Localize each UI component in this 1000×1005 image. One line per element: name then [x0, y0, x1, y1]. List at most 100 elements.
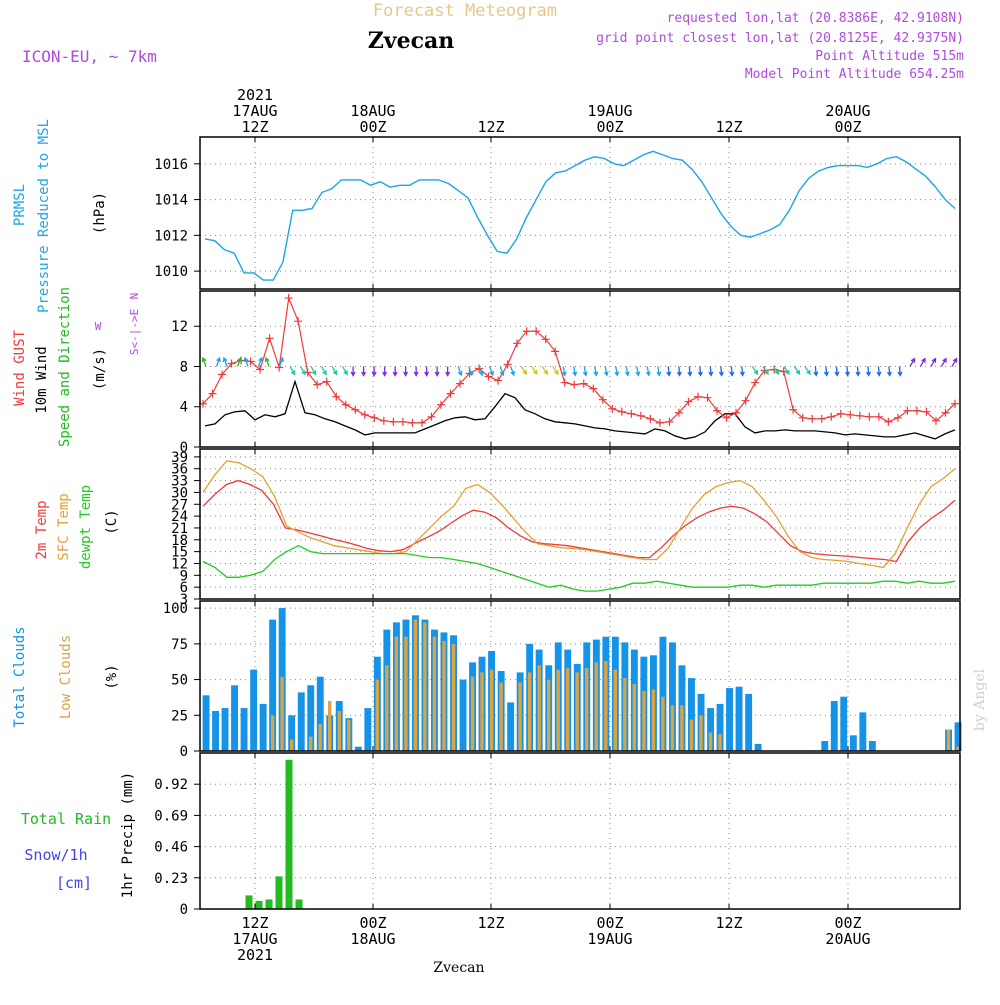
wind-direction-arrow [708, 366, 714, 377]
gust-marker [846, 410, 855, 419]
wind-direction-arrow [403, 366, 409, 377]
gust-marker [446, 389, 455, 398]
ytick-label: 100 [163, 601, 188, 617]
low-cloud-bar [375, 679, 379, 751]
total-cloud-bar [716, 703, 724, 751]
wind-direction-arrow [844, 366, 850, 377]
low-cloud-bar [413, 619, 418, 751]
low-cloud-bar [347, 719, 351, 751]
rain-bar [255, 900, 263, 909]
wind-direction-arrow [823, 366, 829, 377]
gust-marker [646, 414, 655, 423]
gust-marker [608, 404, 617, 413]
gust-marker [751, 378, 760, 387]
gust-line [202, 295, 956, 424]
ytick-label: 21 [171, 521, 188, 537]
ytick-label: 18 [171, 533, 188, 549]
total-cloud-bar [221, 708, 229, 751]
gust-marker [589, 384, 598, 393]
ytick-label: 0.69 [154, 808, 188, 824]
wind-direction-arrow [897, 366, 903, 377]
wind-direction-arrow [382, 366, 388, 377]
gust-marker [332, 392, 341, 401]
ytick-label: 15 [171, 545, 188, 561]
pressure-ylabels: PRMSL Pressure Reduced to MSL (hPa) [12, 119, 108, 313]
wind-direction-arrow [201, 356, 207, 367]
wind-direction-arrow [236, 356, 242, 367]
wind-direction-arrow [614, 366, 620, 377]
rain-bar [285, 759, 293, 909]
ytick-label: 33 [171, 474, 188, 490]
ytick-label: 0 [180, 744, 188, 760]
low-cloud-bar [337, 711, 341, 751]
total-cloud-bar [735, 686, 743, 751]
bottom-time-label: 18AUG [350, 930, 395, 948]
gust-marker [484, 372, 493, 381]
low-cloud-bar [594, 662, 598, 751]
gust-marker [475, 364, 484, 373]
wind-direction-arrow [603, 366, 609, 377]
total-cloud-bar [364, 708, 372, 751]
gust-marker [379, 416, 388, 425]
wind-direction-arrow [624, 366, 630, 377]
gust-marker [922, 407, 931, 416]
footer-location: Zvecan [433, 960, 484, 976]
precip-unit-label: 1hr Precip (mm) [120, 772, 136, 898]
wind10m-line [204, 379, 956, 440]
low-cloud-bar [404, 636, 408, 751]
wind-direction-arrow [531, 366, 538, 375]
gust-marker [541, 335, 550, 344]
point-altitude: Point Altitude 515m [815, 49, 964, 64]
wind-direction-arrow [392, 366, 398, 377]
gust-marker [208, 389, 217, 398]
low-cloud-bar [585, 668, 589, 751]
wind-direction-arrow [342, 366, 348, 376]
low-cloud-bar [651, 689, 656, 751]
wind-direction-arrow [222, 356, 228, 367]
watermark: by Angel [972, 668, 988, 731]
total-cloud-bar [288, 715, 296, 751]
gust-marker [627, 409, 636, 418]
wind-direction-arrow [582, 366, 588, 377]
gust-marker [665, 417, 674, 426]
cloud-ylabels: Total Clouds Low Clouds (%) [12, 626, 120, 727]
total-cloud-bar [868, 741, 876, 751]
snow-label: Snow/1h [24, 846, 87, 864]
panel-4: 0 0.23 0.46 0.69 0.92 [154, 752, 961, 918]
wind-direction-arrow [793, 366, 801, 375]
gust-marker [513, 339, 522, 348]
low-cloud-bar [604, 661, 608, 751]
pressure-line [204, 150, 956, 281]
requested-coords: requested lon,lat (20.8386E, 42.9108N) [667, 11, 964, 26]
wind-direction-arrow [697, 366, 703, 377]
low-cloud-bar [385, 665, 389, 751]
low-cloud-bar [689, 719, 694, 751]
wind-direction-arrow [457, 366, 463, 377]
wind-direction-arrow [645, 366, 651, 377]
compass-north: N [128, 293, 141, 300]
panel-frame [199, 290, 961, 448]
total-cloud-bar [202, 695, 210, 751]
low-cloud-bar [328, 701, 332, 751]
top-time-label: 2021 [237, 86, 273, 104]
dewpt-line [202, 544, 956, 592]
wind-direction-arrow [676, 366, 682, 377]
gust-marker [713, 406, 722, 415]
low-cloud-bar [470, 676, 475, 751]
low-cloud-bar [632, 683, 636, 751]
ytick-label: 12 [171, 319, 188, 335]
total-cloud-bar [659, 636, 667, 751]
gust-marker [912, 406, 921, 415]
gust-marker [655, 418, 664, 427]
wind-direction-arrow [813, 366, 819, 377]
gust-marker [808, 414, 817, 423]
low-cloud-bar [518, 682, 522, 751]
low-cloud-bar [680, 705, 684, 751]
wind-direction-arrow [834, 366, 840, 377]
wind-direction-arrow [729, 366, 735, 377]
wind-direction-arrow [541, 366, 549, 375]
wind-direction-arrow [371, 366, 377, 377]
bottom-time-label: 12Z [241, 914, 268, 932]
